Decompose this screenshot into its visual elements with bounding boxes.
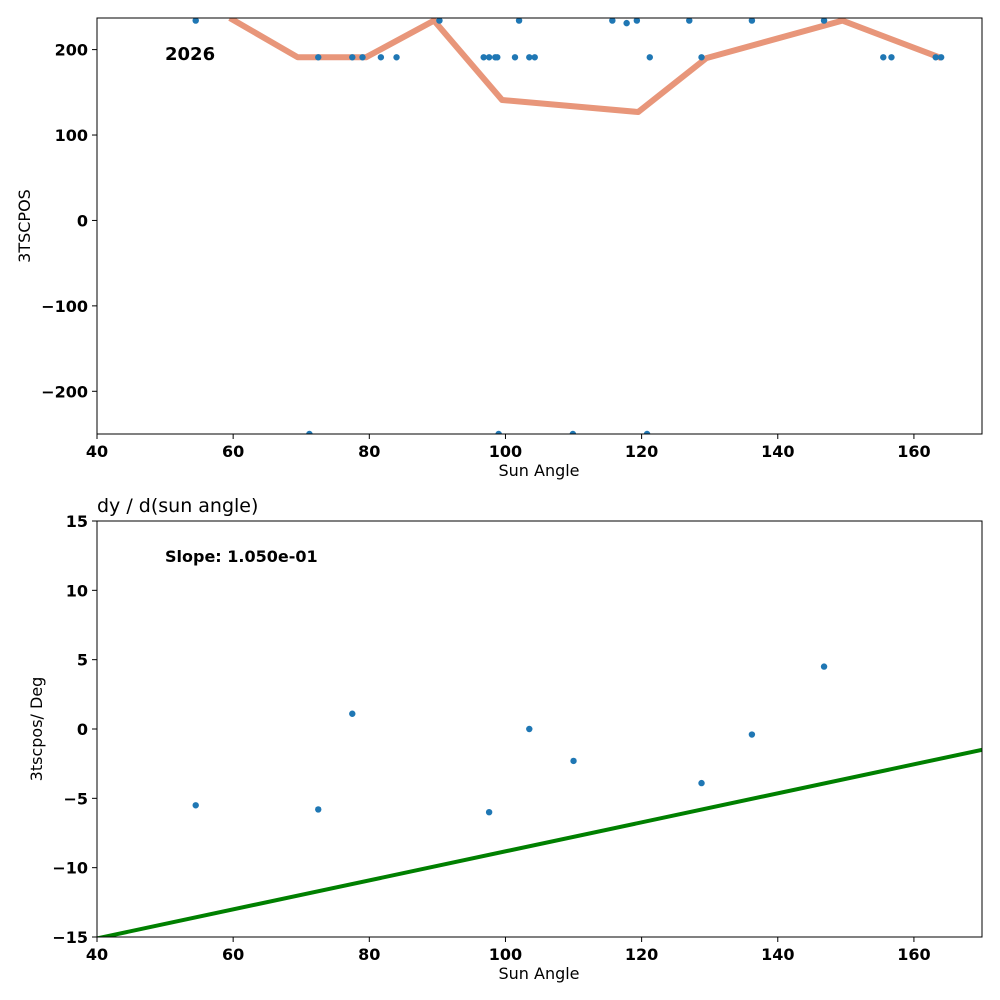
top-data-point — [698, 54, 705, 61]
top-data-point — [359, 54, 366, 61]
bottom-panel: 40 60 80 100 120 140 160 −15 −10 −5 0 5 10 15 dy / d(… — [27, 495, 983, 983]
bottom-x-tick-label: 40 — [86, 945, 108, 964]
top-data-point — [932, 54, 939, 61]
top-annotation: 2026 — [165, 44, 215, 65]
top-data-point — [937, 54, 945, 61]
top-x-axis-label: Sun Angle — [498, 461, 579, 480]
bottom-data-point — [192, 802, 199, 809]
bottom-x-tick-label: 120 — [625, 945, 658, 964]
top-data-point — [511, 54, 519, 61]
bottom-annotation: Slope: 1.050e-01 — [165, 547, 318, 566]
top-data-point — [748, 18, 756, 24]
top-x-tick-label: 160 — [897, 442, 930, 461]
top-data-point — [349, 54, 356, 61]
top-x-tick-label: 60 — [222, 442, 244, 461]
bottom-x-tick-label: 60 — [222, 945, 244, 964]
bottom-title: dy / d(sun angle) — [97, 495, 258, 517]
top-data-point — [526, 54, 533, 61]
bottom-y-tick-label: 15 — [66, 512, 88, 531]
top-x-tick-label: 40 — [86, 442, 108, 461]
bottom-y-tick-label: 10 — [66, 581, 88, 600]
bottom-data-point — [820, 663, 828, 670]
bottom-x-tick-label: 160 — [897, 945, 930, 964]
top-data-point — [643, 430, 651, 434]
top-data-point — [633, 18, 641, 24]
top-data-point — [495, 430, 502, 434]
bottom-y-tick-label: 5 — [77, 651, 88, 670]
top-data-point — [623, 19, 630, 27]
bottom-data-point — [748, 731, 756, 738]
top-x-tick-label: 120 — [625, 442, 658, 461]
bottom-x-tick-label: 140 — [761, 945, 794, 964]
bottom-data-point — [698, 779, 705, 787]
top-y-tick-label: −200 — [41, 382, 88, 401]
bottom-y-tick-label: −10 — [52, 859, 88, 878]
bottom-x-tick-label: 100 — [489, 945, 522, 964]
top-data-point — [880, 54, 887, 61]
top-panel: 40 60 80 100 120 140 160 −200 −100 0 100 200 Sun An… — [15, 17, 983, 480]
top-data-point — [515, 18, 523, 24]
top-data-point — [315, 54, 322, 61]
top-data-point — [569, 430, 577, 434]
bottom-y-tick-label: −5 — [63, 789, 88, 808]
top-data-point — [306, 430, 313, 434]
bottom-data-point — [570, 757, 577, 765]
top-y-tick-label: 200 — [55, 41, 88, 60]
top-x-tick-label: 140 — [761, 442, 794, 461]
top-data-point — [480, 54, 487, 61]
bottom-y-axis-label: 3tscpos/ Deg — [27, 677, 46, 782]
top-plot-frame — [96, 17, 983, 435]
top-data-point — [609, 18, 616, 24]
bottom-x-axis-label: Sun Angle — [498, 964, 579, 983]
top-data-point — [646, 54, 653, 61]
top-data-point — [820, 18, 828, 24]
top-data-point — [485, 54, 493, 61]
bottom-y-tick-label: −15 — [52, 928, 88, 947]
bottom-trend-line — [97, 747, 982, 937]
bottom-data-point — [485, 809, 493, 816]
top-y-tick-label: 100 — [55, 126, 88, 145]
top-data-point — [436, 18, 443, 24]
top-y-tick-label: 0 — [77, 211, 88, 230]
top-x-tick-label: 80 — [358, 442, 380, 461]
top-data-point — [686, 18, 693, 24]
top-y-tick-label: −100 — [41, 297, 88, 316]
top-data-point — [377, 54, 385, 61]
bottom-y-tick-label: 0 — [77, 720, 88, 739]
top-y-axis-label: 3TSCPOS — [15, 189, 34, 263]
top-data-point — [888, 54, 895, 61]
bottom-data-point — [349, 710, 356, 717]
top-x-tick-label: 100 — [489, 442, 522, 461]
top-data-point — [494, 54, 501, 61]
top-data-point — [531, 54, 538, 61]
bottom-data-point — [526, 725, 533, 733]
top-data-point — [192, 18, 199, 24]
bottom-x-tick-label: 80 — [358, 945, 380, 964]
top-data-point — [393, 54, 400, 61]
bottom-data-point — [315, 806, 322, 813]
